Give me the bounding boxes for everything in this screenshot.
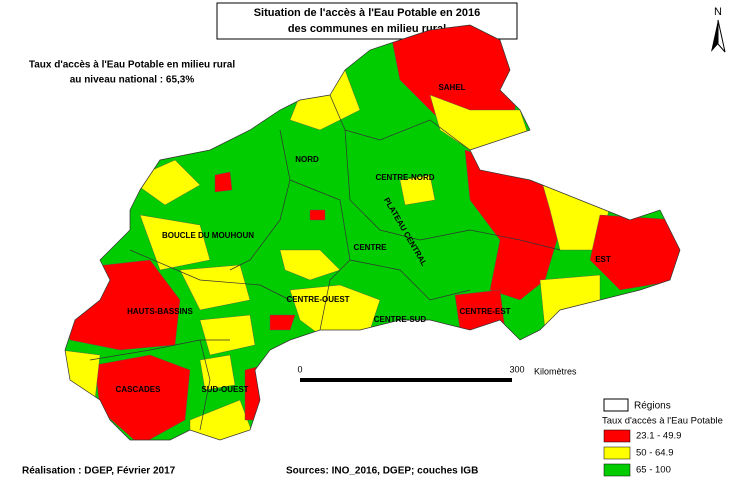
region-label: CENTRE — [354, 243, 388, 252]
region-label: HAUTS-BASSINS — [127, 307, 193, 316]
region-border — [469, 229, 561, 251]
region-border — [89, 339, 230, 361]
region-label: NORD — [295, 155, 319, 164]
legend-swatch — [603, 429, 631, 443]
region-border — [229, 129, 291, 271]
commune-area — [179, 264, 251, 311]
commune-area — [199, 354, 236, 391]
commune-area — [309, 209, 326, 221]
north-label: N — [714, 6, 722, 18]
north-arrow — [711, 20, 718, 52]
commune-area — [399, 174, 436, 206]
commune-area — [129, 159, 201, 206]
scale-label: 0 — [297, 364, 302, 374]
commune-area — [279, 249, 341, 281]
scale-unit: Kilomètres — [534, 366, 577, 376]
commune-area — [199, 314, 256, 356]
legend-title: Taux d'accès à l'Eau Potable — [602, 416, 723, 427]
region-border — [129, 249, 291, 301]
legend-label: 65 - 100 — [636, 465, 671, 476]
region-label: CASCADES — [116, 385, 162, 394]
commune-area — [139, 214, 211, 271]
legend-swatch — [603, 463, 631, 477]
legend-label: 23.1 - 49.9 — [636, 431, 681, 442]
region-label: CENTRE-NORD — [375, 173, 434, 182]
region-label: CENTRE-EST — [459, 307, 510, 316]
legend-label: 50 - 64.9 — [636, 448, 674, 459]
region-label: CENTRE-SUD — [374, 315, 427, 324]
country-border — [64, 24, 681, 441]
scale-label: 300 — [509, 364, 524, 374]
title-line: des communes en milieu rural — [288, 23, 446, 35]
commune-area — [269, 314, 296, 331]
region-label: CENTRE-OUEST — [286, 295, 349, 304]
scale-bar — [300, 378, 512, 382]
title-line: Situation de l'accès à l'Eau Potable en … — [254, 7, 481, 19]
region-border — [329, 94, 471, 151]
commune-area — [214, 171, 233, 193]
region-label: EST — [595, 255, 611, 264]
region-border — [199, 339, 211, 431]
credit: Réalisation : DGEP, Février 2017 — [22, 466, 176, 477]
region-label: SUD-OUEST — [201, 385, 248, 394]
national-rate: Taux d'accès à l'Eau Potable en milieu r… — [29, 60, 236, 71]
region-border — [349, 259, 471, 301]
national-rate: au niveau national : 65,3% — [70, 75, 195, 86]
region-label: SAHEL — [438, 83, 465, 92]
north-arrow — [717, 19, 726, 53]
sources: Sources: INO_2016, DGEP; couches IGB — [286, 466, 478, 477]
legend-swatch — [603, 446, 631, 460]
region-border — [344, 129, 471, 241]
legend-region-swatch — [603, 398, 629, 412]
legend-label: Régions — [634, 401, 671, 412]
region-label: BOUCLE DU MOUHOUN — [162, 231, 254, 240]
